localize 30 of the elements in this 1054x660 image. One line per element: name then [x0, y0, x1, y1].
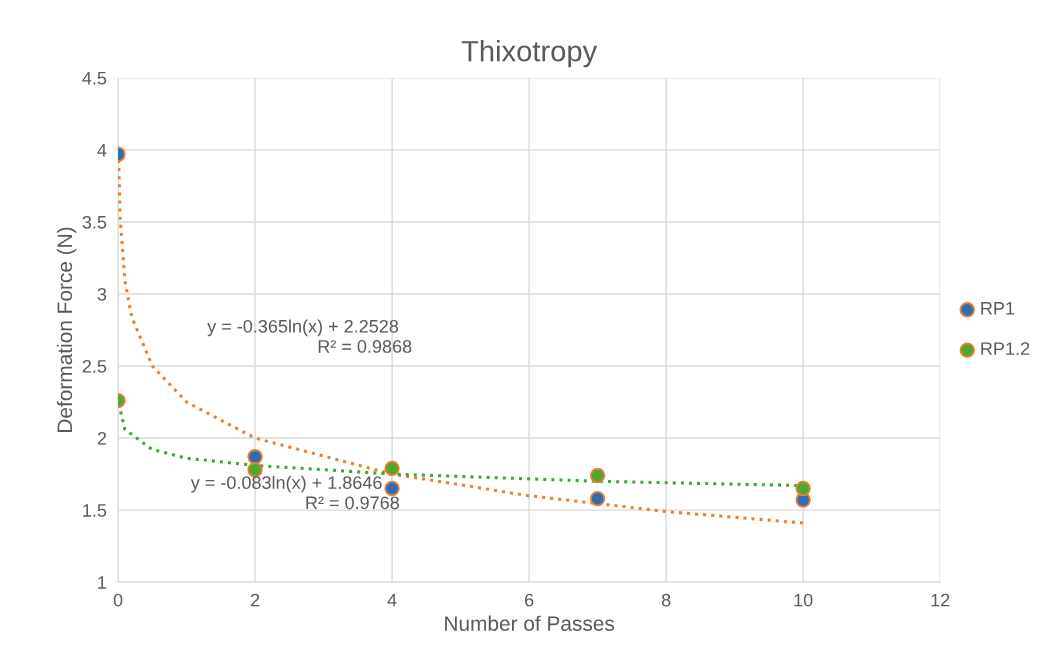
point [384, 480, 400, 497]
x-axis-title: Number of Passes [445, 615, 615, 631]
y-tick-label: 2.5 [82, 359, 107, 373]
annotation: y = -0.083ln(x) + 1.8646 [190, 475, 382, 493]
y-tick-label: 3 [97, 287, 107, 301]
x-tick-label: 4 [387, 593, 397, 607]
point [589, 490, 606, 507]
x-tick-label: 10 [794, 593, 813, 607]
y-axis-title: Deformation Force (N) [56, 227, 77, 432]
y-tick-label: 4 [97, 144, 107, 157]
y-tick-label: 2 [97, 431, 107, 445]
chart-title: Thixotropy [461, 40, 598, 68]
x-tick-label: 8 [661, 593, 671, 607]
y-tick-label: 1 [98, 576, 107, 589]
legend-label: RP1.2 [981, 342, 1030, 355]
point [795, 480, 811, 497]
x-tick-label: 6 [525, 593, 534, 607]
y-tick-label: 3.5 [82, 215, 107, 229]
x-tick-label: 2 [250, 593, 260, 607]
x-tick-label: 0 [113, 593, 123, 607]
legend-label: RP1 [981, 302, 1015, 315]
point [589, 467, 606, 484]
annotation: y = -0.365ln(x) + 2.2528 [207, 319, 399, 337]
point [384, 460, 400, 476]
point [247, 449, 263, 465]
x-tick-label: 12 [931, 593, 950, 607]
y-tick-label: 4.5 [82, 72, 107, 85]
y-tick-label: 1.5 [83, 504, 107, 517]
annotation: R² = 0.9768 [306, 496, 399, 510]
annotation: R² = 0.9868 [318, 340, 412, 353]
